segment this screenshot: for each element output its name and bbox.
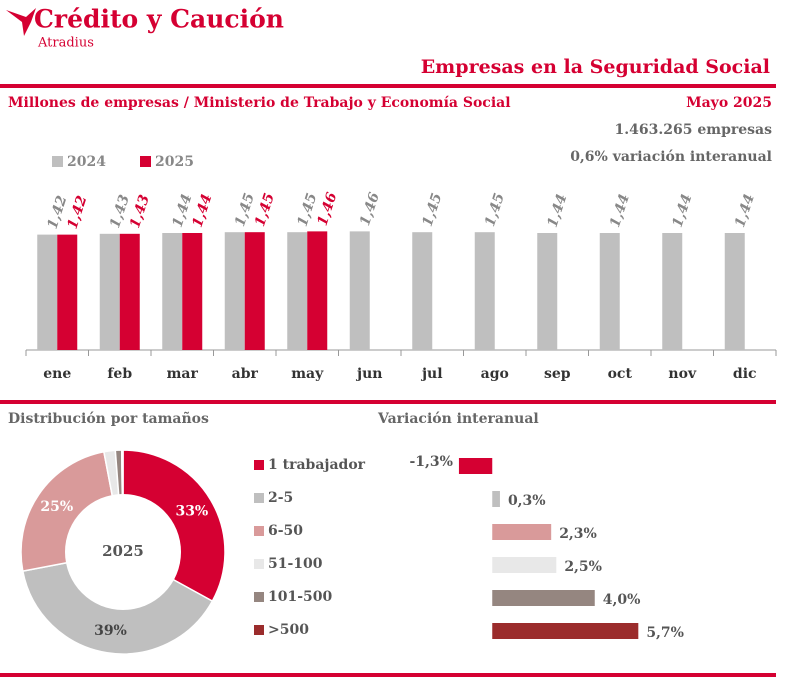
stat: 0,6% variación interanual [570,149,772,165]
legend-swatch [254,460,264,470]
legend-swatch [140,156,151,167]
legend-swatch [254,592,264,602]
value-label: 1,44 [545,192,571,229]
x-tick-label: ene [43,366,71,382]
x-tick-label: ago [481,366,509,382]
logo-icon [6,8,36,36]
divider [0,400,776,404]
brand: Crédito y Caución [34,5,284,34]
x-tick-label: sep [544,366,571,382]
value-label: 2,3% [559,526,597,542]
bar [99,233,120,350]
value-label: 1,44 [732,192,758,229]
value-label: 1,44 [670,192,696,229]
x-tick-label: oct [608,366,633,382]
bar [458,458,493,474]
divider [0,84,776,88]
stat: 1.463.265 empresas [615,122,773,138]
legend-label: 6-50 [268,523,303,539]
bar [119,233,140,350]
x-tick-label: abr [232,366,259,382]
x-tick-label: mar [167,366,199,382]
bar [492,524,552,540]
legend-label: 2-5 [268,490,293,506]
bar [474,232,495,350]
legend-label: 1 trabajador [268,457,366,473]
bar [287,232,308,350]
legend-label: 51-100 [268,556,323,572]
value-label: -1,3% [409,454,452,470]
donut-hole [65,494,181,610]
x-tick-label: may [291,366,324,382]
x-tick-label: feb [107,366,132,382]
center-label: 2025 [102,542,144,560]
x-tick-label: jul [420,366,443,382]
bar [162,233,183,350]
bar [537,233,558,350]
bar [492,590,595,606]
bar [244,232,265,350]
bar [224,232,245,350]
subtitle: Millones de empresas / Ministerio de Tra… [8,95,511,111]
divider [0,673,776,677]
bar [492,623,639,639]
bar [57,234,78,350]
value-label: 25% [40,499,73,515]
bar [724,233,745,350]
bar [412,232,433,350]
hbar-title: Variación interanual [377,411,539,427]
legend-label: 2025 [155,154,194,170]
sub-brand: Atradius [37,36,94,51]
legend-swatch [254,559,264,569]
value-label: 5,7% [646,625,684,641]
date: Mayo 2025 [686,95,772,111]
bar [599,233,620,350]
value-label: 1,45 [482,191,508,228]
value-label: 4,0% [603,592,641,608]
x-tick-label: jun [355,366,382,382]
legend-label: >500 [268,622,309,638]
legend-swatch [52,156,63,167]
bar [37,234,58,350]
bar [349,231,370,350]
legend-swatch [254,625,264,635]
pie-slice [120,449,124,553]
page-title: Empresas en la Seguridad Social [421,56,770,78]
bar [492,491,500,507]
value-label: 1,46 [357,190,383,228]
x-tick-label: nov [668,366,697,382]
value-label: 1,45 [420,191,446,228]
bar [182,233,203,350]
bar [492,557,557,573]
bar [662,233,683,350]
legend-swatch [254,493,264,503]
value-label: 2,5% [564,559,602,575]
value-label: 33% [175,503,208,519]
legend-label: 101-500 [268,589,333,605]
bar [307,231,328,350]
value-label: 0,3% [508,493,546,509]
value-label: 39% [94,623,127,639]
legend-swatch [254,526,264,536]
value-label: 1,44 [607,192,633,229]
x-tick-label: dic [733,366,757,382]
pie-title: Distribución por tamaños [8,410,209,427]
legend-label: 2024 [67,154,106,170]
